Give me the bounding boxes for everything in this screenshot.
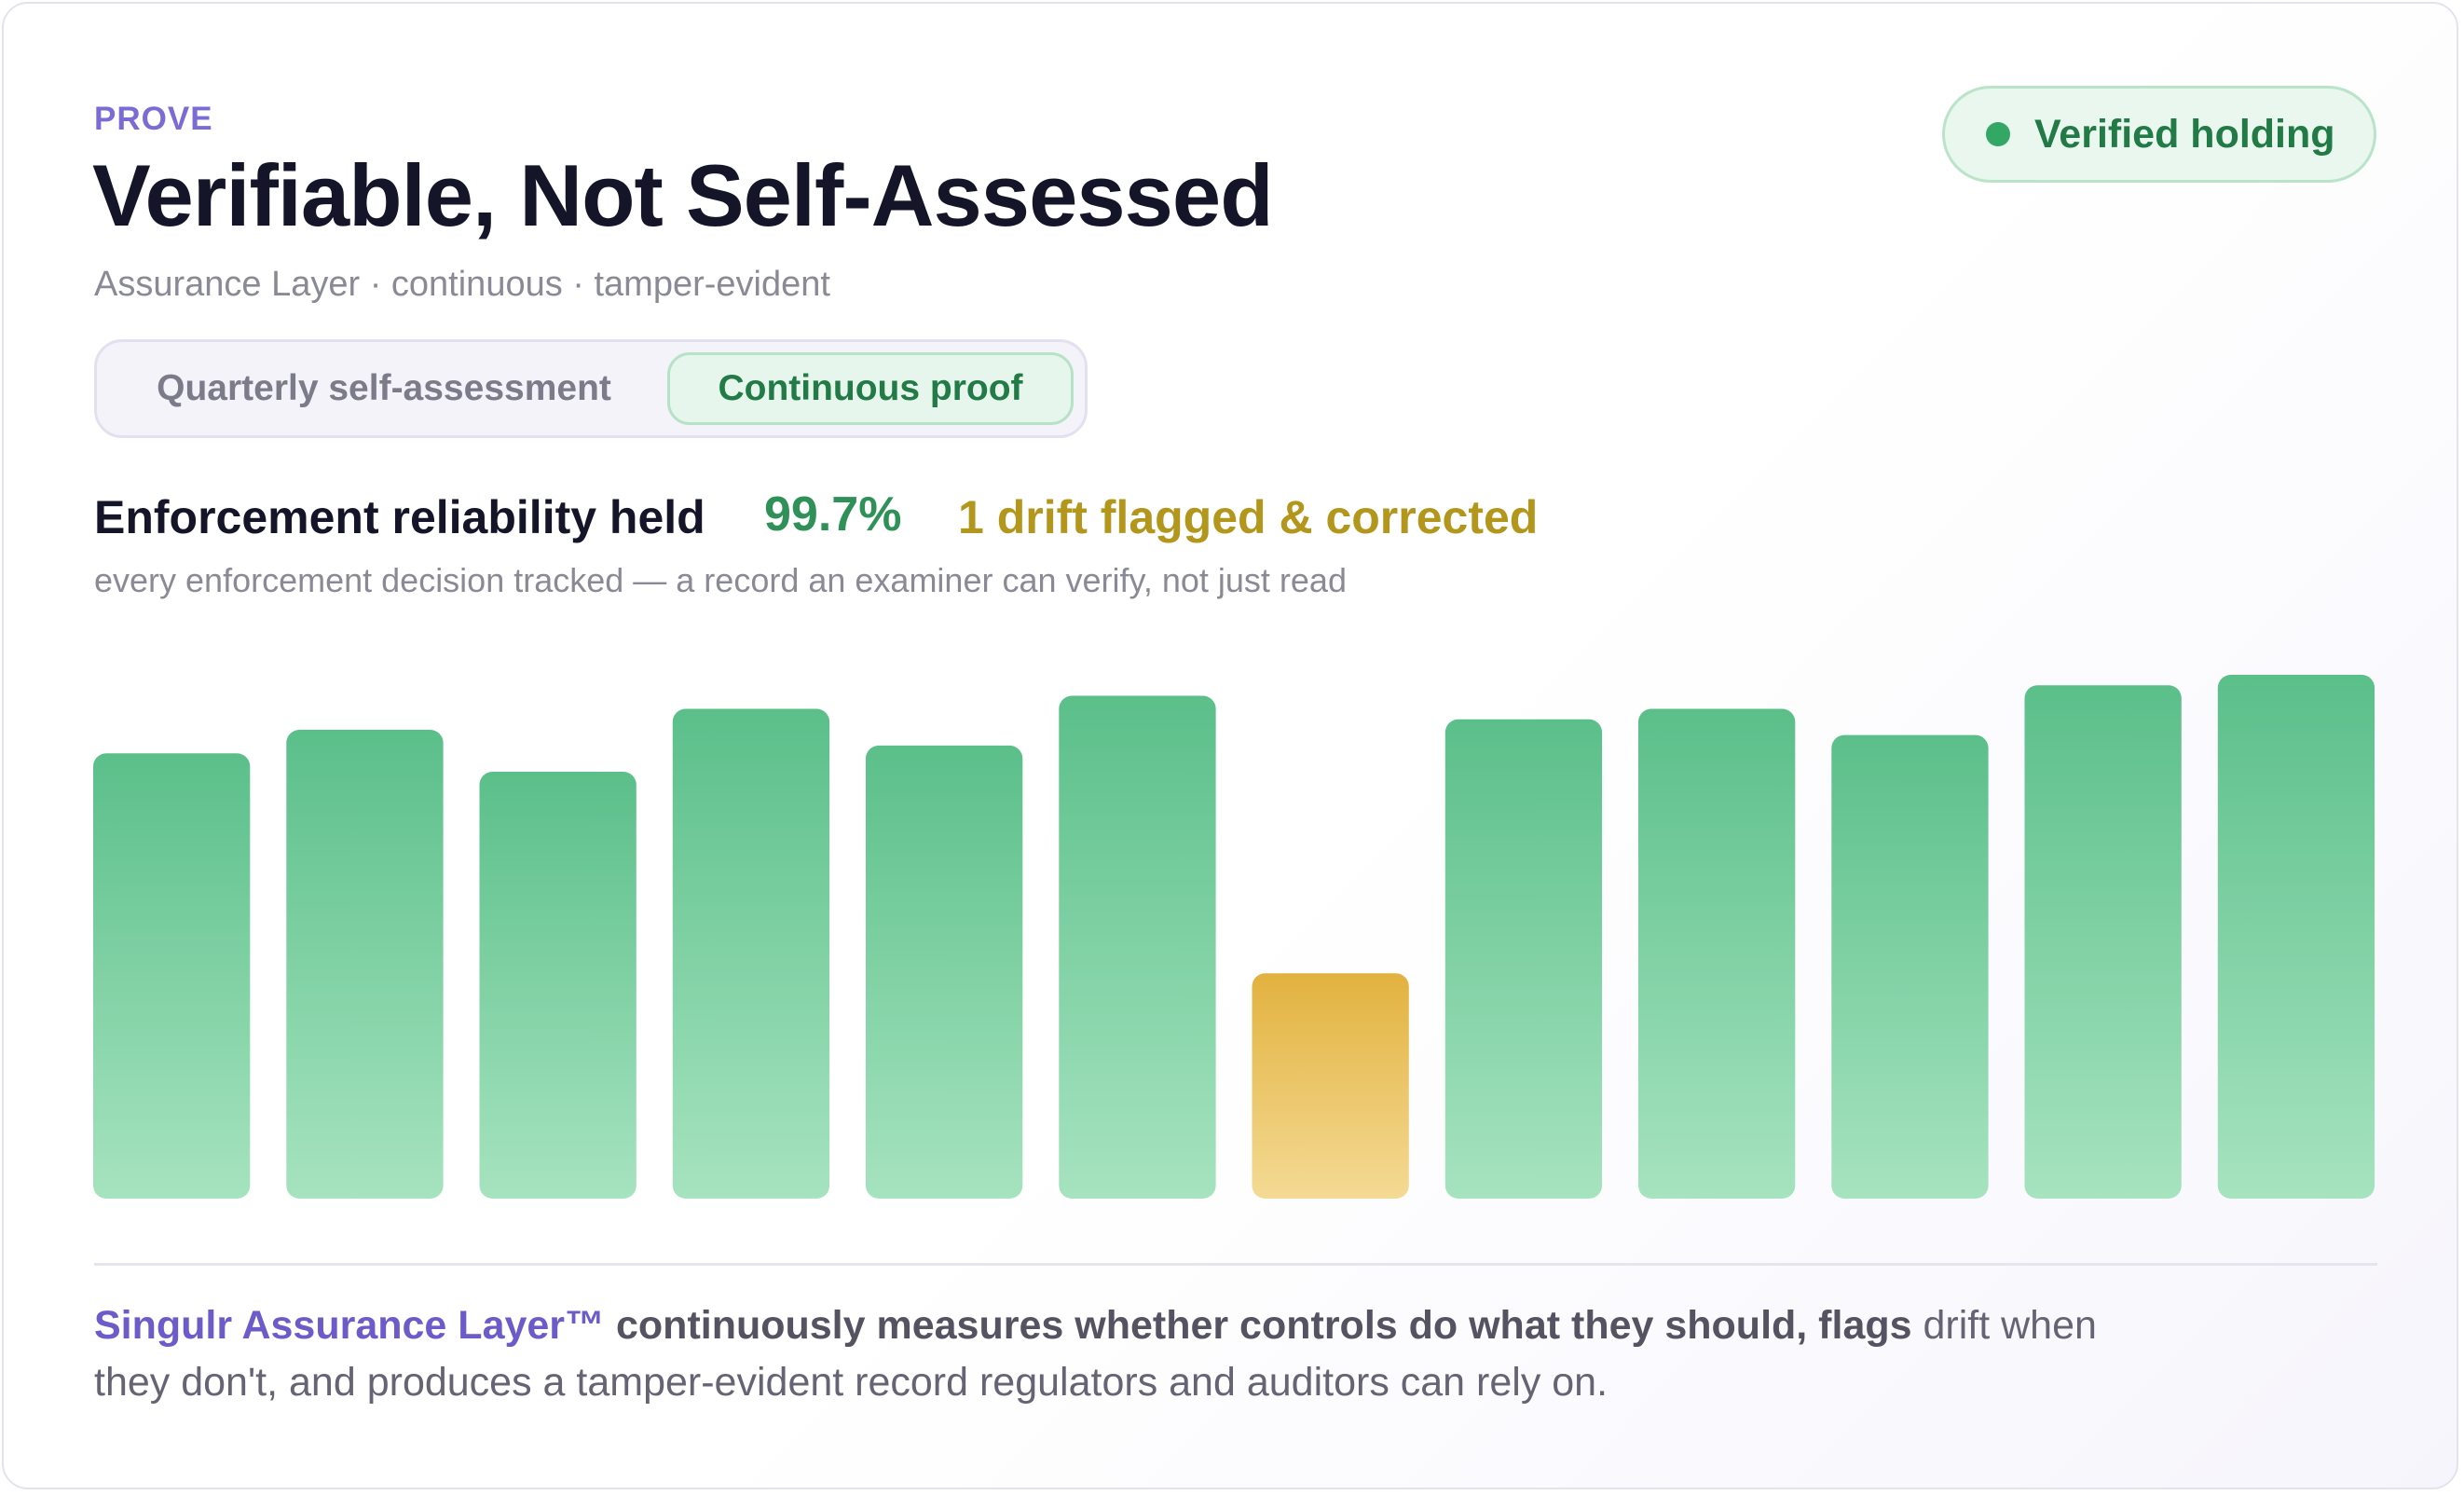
toggle-option-quarterly[interactable]: Quarterly self-assessment <box>157 368 611 408</box>
footer-lead: continuously measures whether controls d… <box>605 1303 1912 1348</box>
footer-rest: drift when they don't, and produces a ta… <box>94 1303 2097 1405</box>
page-title: Verifiable, Not Self-Assessed <box>92 146 1274 244</box>
bar <box>2217 675 2375 1199</box>
eyebrow-label: PROVE <box>94 101 213 137</box>
metric-value: 99.7% <box>764 487 902 542</box>
status-badge-label: Verified holding <box>2034 111 2335 157</box>
bar <box>866 745 1023 1199</box>
status-badge: Verified holding <box>1942 86 2376 183</box>
mode-toggle: Quarterly self-assessment Continuous pro… <box>94 339 1088 438</box>
bar <box>1831 734 1989 1199</box>
page-subtitle: Assurance Layer · continuous · tamper-ev… <box>94 265 830 304</box>
bar <box>1059 695 1216 1199</box>
reliability-bar-chart <box>93 675 2375 1199</box>
footer-divider <box>94 1263 2377 1266</box>
toggle-option-continuous[interactable]: Continuous proof <box>667 352 1074 425</box>
bar-flagged <box>1252 973 1409 1199</box>
footer-text: Singulr Assurance Layer™ continuously me… <box>94 1297 2144 1411</box>
bar <box>1638 708 1796 1199</box>
metric-label: Enforcement reliability held <box>94 491 705 543</box>
bar <box>93 753 251 1199</box>
bar <box>672 708 830 1199</box>
status-dot-icon <box>1986 122 2010 146</box>
metric-drift-flag: 1 drift flagged & corrected <box>958 491 1539 543</box>
bar <box>479 772 637 1199</box>
bar <box>286 730 444 1199</box>
footer-brand: Singulr Assurance Layer™ <box>94 1303 606 1348</box>
bar <box>1444 719 1603 1199</box>
metric-note: every enforcement decision tracked — a r… <box>94 561 1347 599</box>
bar <box>2024 685 2182 1199</box>
